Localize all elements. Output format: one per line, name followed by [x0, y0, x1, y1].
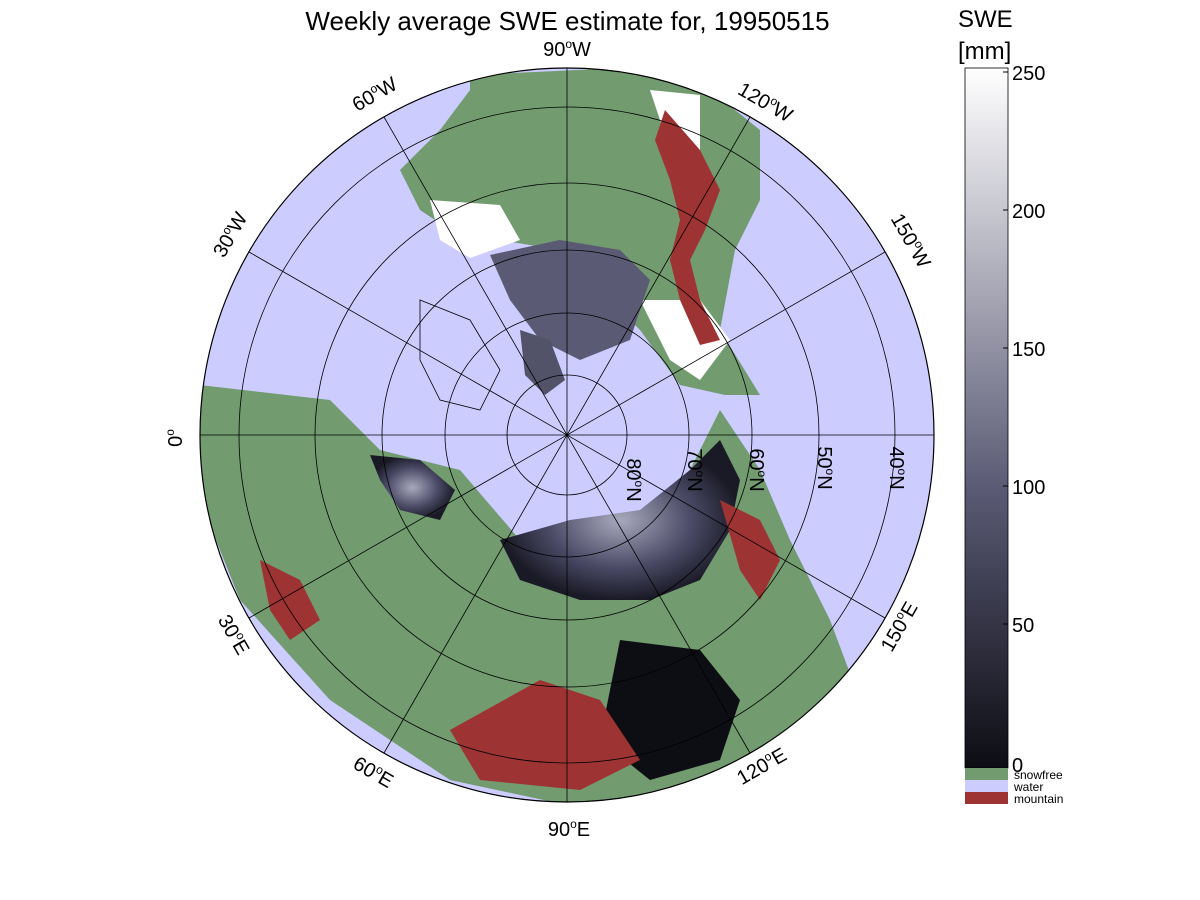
- colorbar-ticks: 250 200 150 100 50 0: [1003, 63, 1045, 777]
- tick-250: 250: [1012, 63, 1045, 85]
- legend-water-label: water: [1013, 780, 1043, 794]
- graticule: [199, 67, 935, 803]
- label-90w: 90oW: [543, 37, 591, 61]
- label-90e: 90oE: [548, 817, 590, 841]
- label-0: 0o: [163, 429, 187, 447]
- colorbar-gradient: [964, 67, 1009, 769]
- legend-mountain-label: mountain: [1014, 792, 1063, 806]
- legend-mountain-swatch: [965, 792, 1008, 804]
- tick-200: 200: [1012, 201, 1045, 223]
- label-50n: 50oN: [813, 446, 837, 489]
- label-30w: 30oW: [208, 208, 253, 262]
- label-60w: 60oW: [348, 72, 402, 117]
- map-title: Weekly average SWE estimate for, 1995051…: [305, 6, 830, 36]
- label-70n: 70oN: [683, 448, 707, 491]
- greenland-snow: [520, 330, 565, 395]
- himalaya-mountains: [450, 680, 640, 790]
- na-snow-white-north: [650, 90, 700, 150]
- legend-snowfree-swatch: [965, 768, 1008, 780]
- meridian-150w-30e: [248, 251, 886, 619]
- tick-0: 0: [1012, 755, 1023, 777]
- legend-water-swatch: [965, 780, 1008, 792]
- polar-map: 90oW 120oW 150oW 180oW 150oE 120oE 90oE …: [163, 37, 936, 841]
- tick-150: 150: [1012, 339, 1045, 361]
- rocky-mountains: [655, 110, 720, 345]
- tick-100: 100: [1012, 477, 1045, 499]
- legend-snowfree-label: snowfree: [1014, 768, 1063, 782]
- arctic-islands-outline: [419, 299, 501, 411]
- scandinavia-snow: [370, 455, 455, 520]
- colorbar-title: SWE: [958, 6, 1013, 33]
- canadian-arctic-snow: [490, 240, 650, 360]
- label-80n: 80oN: [622, 458, 646, 501]
- tick-50: 50: [1012, 615, 1034, 637]
- label-60n: 60oN: [745, 448, 769, 491]
- label-40n: 40oN: [885, 446, 909, 489]
- alps-mountains: [260, 560, 320, 640]
- colorbar-unit: [mm]: [958, 38, 1012, 65]
- label-150w: 150oW: [886, 209, 936, 272]
- east-siberia-mountains: [720, 500, 780, 600]
- na-snow-white-patch: [430, 200, 520, 258]
